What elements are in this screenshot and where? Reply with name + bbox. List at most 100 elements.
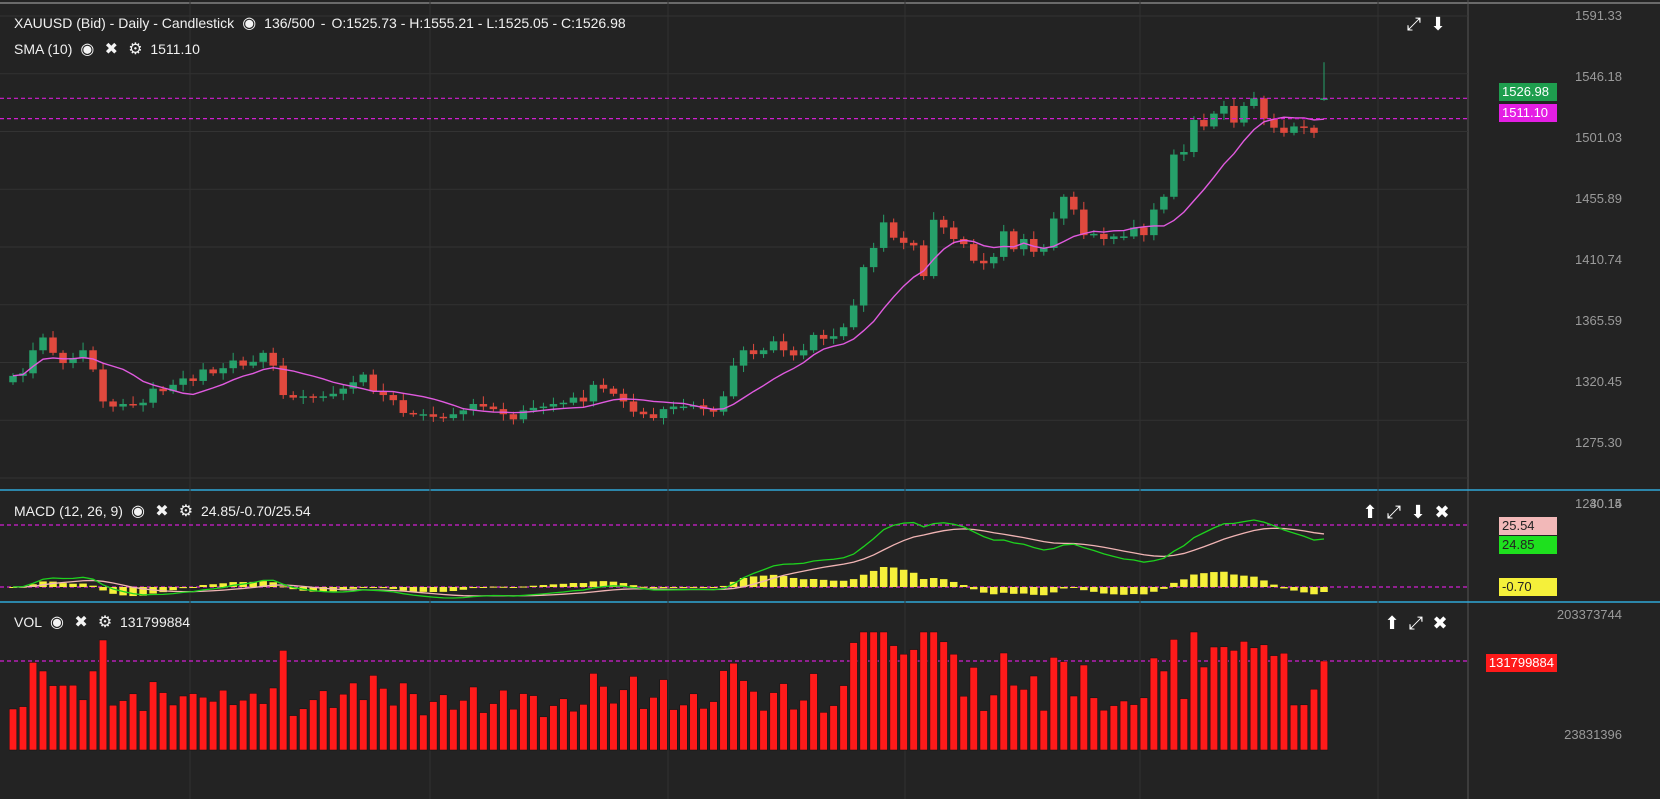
histogram-bar: [539, 585, 548, 587]
volume-bar: [589, 673, 598, 751]
candle-body: [609, 388, 618, 394]
histogram-bar: [139, 587, 147, 596]
volume-bar: [989, 694, 998, 751]
close-icon[interactable]: ✖: [1432, 612, 1448, 633]
candle-body: [439, 416, 448, 419]
candle-body: [1120, 236, 1128, 238]
histogram-bar: [879, 567, 888, 587]
vol-label: VOL: [14, 614, 43, 630]
volume-bar: [1219, 646, 1228, 751]
last-price-tag: 1526.98: [1499, 83, 1557, 101]
vol-header: VOL ◉ ✖ ⚙ 131799884: [14, 613, 190, 631]
candle-body: [429, 414, 438, 417]
volume-bar: [239, 699, 248, 751]
volume-bar: [759, 710, 768, 751]
volume-bar: [369, 675, 378, 751]
histogram-bar: [1150, 587, 1158, 592]
eye-icon[interactable]: ◉: [80, 41, 95, 58]
volume-bar: [419, 714, 428, 751]
candle-body: [939, 219, 948, 228]
candle-body: [1170, 154, 1178, 197]
histogram-bar: [969, 587, 978, 590]
close-icon[interactable]: ✖: [155, 503, 169, 520]
histogram-bar: [979, 587, 988, 593]
volume-bar: [279, 650, 288, 751]
eye-icon[interactable]: ◉: [130, 503, 145, 520]
maximize-icon[interactable]: ⤢: [1386, 501, 1402, 522]
candle-body: [399, 400, 408, 413]
histogram-bar: [919, 579, 928, 587]
gear-icon[interactable]: ⚙: [128, 41, 143, 58]
histogram-bar: [159, 587, 167, 593]
histogram-bar: [519, 586, 528, 588]
candle-body: [959, 238, 968, 245]
candle-body: [719, 396, 728, 412]
gear-icon[interactable]: ⚙: [97, 614, 113, 631]
candle-body: [219, 368, 227, 374]
candle-body: [1070, 196, 1078, 210]
volume-bar: [159, 692, 168, 751]
volume-bar: [1229, 650, 1238, 751]
eye-icon[interactable]: ◉: [242, 15, 257, 32]
vol-axis-top: 203373744: [1556, 607, 1622, 622]
arrow-up-icon[interactable]: ⬆: [1362, 501, 1378, 522]
volume-bar: [1179, 698, 1188, 751]
candle-body: [1190, 120, 1198, 153]
volume-bar: [519, 693, 528, 751]
volume-bar: [99, 639, 108, 751]
candle-body: [1080, 209, 1088, 236]
volume-bar: [289, 715, 298, 751]
histogram-bar: [509, 587, 518, 588]
candle-body: [629, 401, 638, 412]
volume-bar: [1299, 704, 1308, 751]
close-icon[interactable]: ✖: [1434, 501, 1450, 522]
candle-body: [79, 350, 87, 358]
candle-body: [1130, 227, 1138, 237]
volume-bar: [769, 692, 778, 751]
volume-tag: 131799884: [1485, 654, 1557, 672]
arrow-down-icon[interactable]: ⬇: [1410, 501, 1426, 522]
close-icon[interactable]: ✖: [104, 41, 119, 58]
histogram-bar: [229, 582, 237, 587]
gear-icon[interactable]: ⚙: [178, 503, 194, 520]
histogram-bar: [589, 581, 598, 587]
candle-body: [89, 350, 97, 370]
candle-body: [1140, 227, 1148, 236]
volume-bar: [169, 704, 178, 751]
histogram-bar: [939, 579, 948, 587]
volume-bar: [459, 700, 468, 751]
arrow-down-icon[interactable]: ⬇: [1430, 13, 1446, 34]
macd-panel-tools: ⬆ ⤢ ⬇ ✖: [1360, 502, 1452, 522]
volume-bar: [59, 685, 68, 751]
histogram-bar: [1160, 587, 1168, 589]
maximize-icon[interactable]: ⤢: [1406, 13, 1422, 34]
price-panel-tools: ⤢ ⬇: [1404, 14, 1448, 34]
histogram-bar: [799, 579, 808, 587]
volume-bar: [699, 708, 708, 751]
volume-bar: [19, 706, 28, 751]
candle-body: [279, 365, 287, 396]
volume-bar: [1189, 631, 1198, 751]
sma-value: 1511.10: [150, 41, 200, 57]
close-icon[interactable]: ✖: [74, 614, 88, 631]
volume-bar: [889, 645, 898, 751]
histogram-bar: [579, 583, 588, 587]
histogram-bar: [679, 587, 688, 588]
volume-bar: [299, 708, 308, 751]
candle-body: [179, 378, 187, 385]
candle-body: [199, 369, 207, 381]
arrow-up-icon[interactable]: ⬆: [1384, 612, 1400, 633]
macd-axis-top: 40.14: [1589, 496, 1622, 511]
eye-icon[interactable]: ◉: [50, 614, 64, 631]
candle-body: [659, 409, 668, 419]
volume-bar: [449, 709, 458, 751]
volume-bar: [569, 710, 578, 751]
candle-body: [479, 404, 488, 407]
volume-bar: [39, 670, 48, 751]
histogram-bar: [249, 581, 257, 587]
candle-body: [59, 352, 67, 364]
candle-body: [1110, 236, 1118, 239]
maximize-icon[interactable]: ⤢: [1408, 612, 1424, 633]
candle-body: [1240, 105, 1248, 123]
